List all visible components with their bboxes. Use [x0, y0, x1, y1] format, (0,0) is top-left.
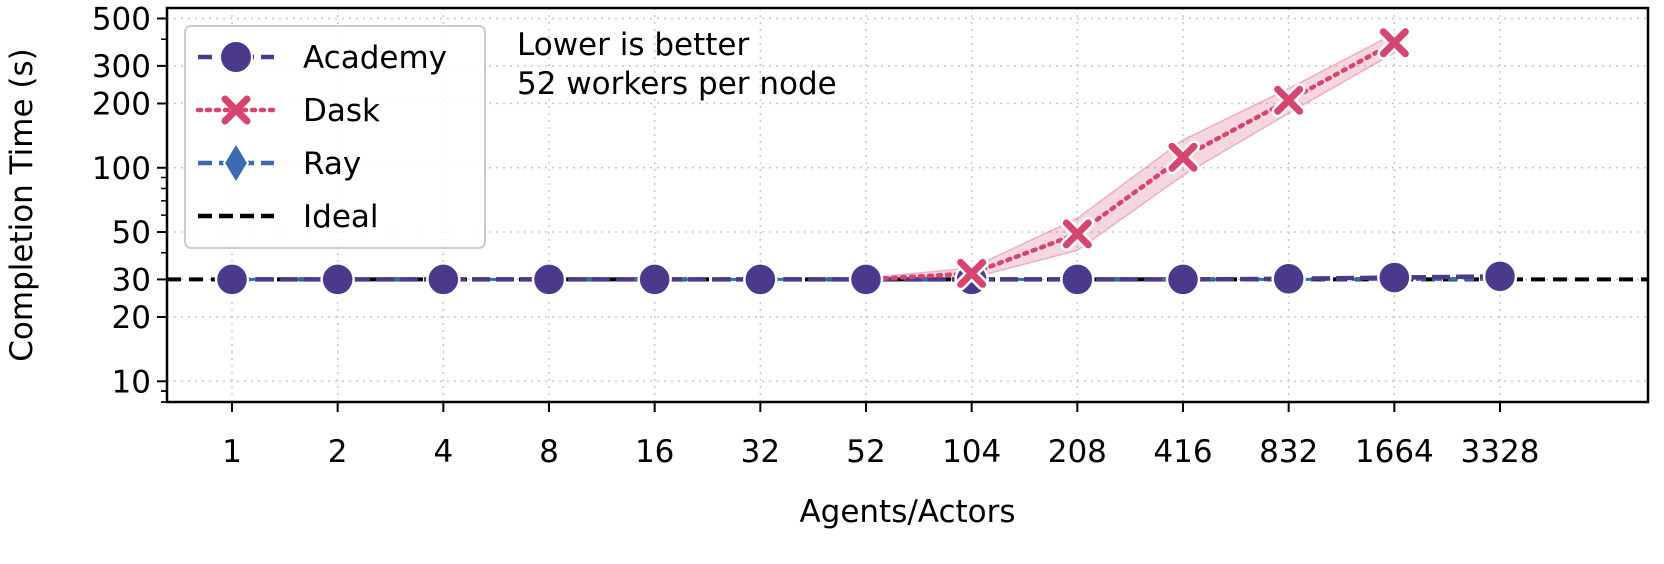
academy-point — [320, 262, 355, 297]
x-tick-label: 3328 — [1461, 434, 1540, 470]
x-tick-label: 8 — [539, 434, 559, 470]
academy-point — [1377, 260, 1412, 295]
legend-label: Ideal — [303, 199, 379, 235]
series-markers — [214, 25, 1518, 297]
x-tick-label: 32 — [741, 434, 780, 470]
legend-item-ideal: Ideal — [198, 199, 379, 235]
academy-point — [214, 262, 250, 297]
academy-point — [637, 262, 672, 297]
academy-point — [1482, 259, 1518, 294]
legend-box — [184, 25, 486, 249]
legend-item-ray: Ray — [198, 141, 361, 185]
legend-marker-circle — [219, 40, 253, 74]
dask-point — [1166, 140, 1200, 175]
x-tick-label: 208 — [1048, 434, 1107, 470]
x-tick-label: 52 — [846, 434, 885, 470]
y-tick-label: 500 — [92, 2, 151, 38]
dask-confidence-band — [865, 32, 1396, 281]
legend: Academy Dask Ray Ideal — [184, 25, 486, 249]
academy-point — [426, 262, 461, 297]
x-axis-label: Agents/Actors — [799, 494, 1015, 530]
x-tick-label: 1664 — [1355, 434, 1434, 470]
y-tick-label: 300 — [92, 49, 151, 85]
y-tick-label: 10 — [112, 364, 151, 400]
plot-frame — [165, 6, 1650, 404]
x-tick-label: 2 — [328, 434, 348, 470]
annotation-text: Lower is better — [517, 27, 749, 63]
y-tick-label: 20 — [112, 300, 151, 336]
y-tick-label: 100 — [92, 151, 151, 187]
x-tick-label: 1 — [222, 434, 242, 470]
x-tick-label: 4 — [433, 434, 453, 470]
x-tick-label: 16 — [635, 434, 674, 470]
dask-point — [1377, 25, 1412, 60]
academy-point — [1060, 262, 1095, 297]
x-axis: 1 2 4 8 16 32 52 104 208 416 832 1664 3328 — [222, 402, 1539, 470]
academy-point — [531, 262, 567, 297]
legend-marker-x — [221, 95, 251, 125]
legend-item-dask: Dask — [195, 93, 380, 129]
legend-label: Academy — [303, 40, 447, 76]
x-tick-label: 104 — [942, 434, 1001, 470]
dask-point — [954, 256, 989, 291]
academy-point — [1165, 262, 1201, 297]
legend-label: Ray — [303, 146, 361, 182]
x-tick-label: 832 — [1259, 434, 1318, 470]
legend-marker-diamond — [222, 141, 250, 185]
dask-point — [1060, 216, 1095, 251]
academy-point — [848, 262, 884, 297]
y-tick-label: 50 — [112, 215, 151, 251]
y-tick-label: 200 — [92, 86, 151, 122]
legend-label: Dask — [303, 93, 380, 129]
y-tick-label: 30 — [112, 262, 151, 298]
confidence-bands — [865, 32, 1396, 281]
legend-item-academy: Academy — [198, 40, 447, 76]
x-tick-label: 416 — [1153, 434, 1212, 470]
y-axis-label: Completion Time (s) — [4, 48, 40, 361]
academy-point — [1271, 261, 1306, 297]
series-line-dask — [863, 40, 1397, 282]
academy-point — [743, 262, 778, 297]
dask-point — [1271, 83, 1306, 118]
annotation-text: 52 workers per node — [517, 66, 837, 102]
